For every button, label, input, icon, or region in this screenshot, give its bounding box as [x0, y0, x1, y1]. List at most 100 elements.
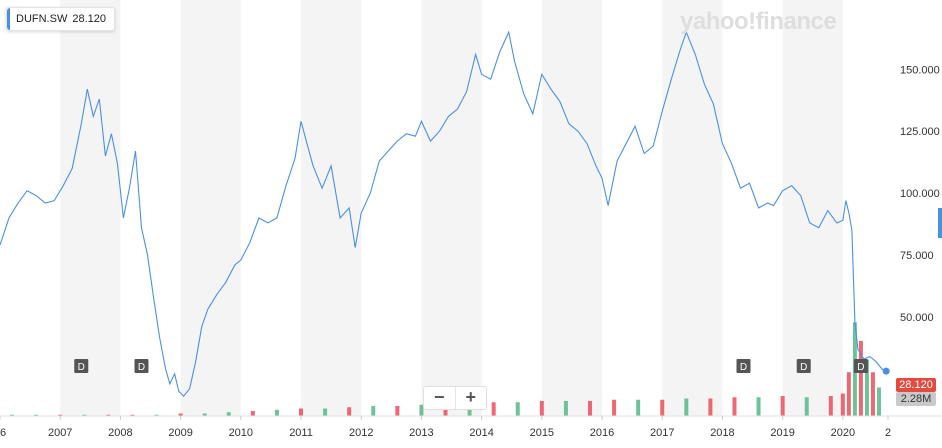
x-tick-label: 2012 — [349, 427, 373, 439]
x-tick-label: 2009 — [168, 427, 192, 439]
volume-bar — [870, 372, 875, 416]
volume-bar — [840, 393, 845, 416]
year-band — [782, 0, 843, 416]
dividend-marker: D — [134, 359, 149, 373]
legend-symbol: DUFN.SW — [16, 13, 68, 25]
price-line — [0, 30, 887, 398]
x-axis: 06 2007 2008 2009 2010 2011 2012 2013 2014 2015 20… — [0, 415, 942, 439]
volume-bar — [804, 397, 809, 416]
year-band — [662, 0, 723, 416]
last-price-badge: 28.120 — [896, 378, 936, 392]
year-band — [60, 0, 121, 416]
volume-bar — [178, 413, 183, 416]
volume-bar — [419, 404, 424, 416]
volume-bar — [756, 397, 761, 416]
volume-bar — [323, 408, 328, 416]
year-band — [301, 0, 362, 416]
dividend-marker: D — [74, 359, 89, 373]
volume-bar — [780, 396, 785, 416]
last-price-dot — [882, 367, 890, 375]
x-tick-label: 2015 — [530, 427, 554, 439]
volume-bar — [636, 399, 641, 416]
volume-bar — [154, 414, 159, 416]
dividend-marker: D — [796, 359, 811, 373]
volume-bar — [371, 406, 376, 416]
dividend-marker-label: D — [857, 362, 864, 373]
volume-bar — [106, 414, 111, 416]
dividend-marker-box — [74, 359, 89, 373]
legend-swatch — [7, 8, 10, 30]
dividend-marker-box — [134, 359, 149, 373]
dividend-marker-label: D — [78, 362, 85, 373]
volume-bar — [708, 398, 713, 416]
price-series — [0, 30, 890, 398]
x-tick-label: 2020 — [831, 427, 855, 439]
volume-bar — [515, 402, 520, 416]
volume-bar — [732, 397, 737, 416]
series-legend[interactable]: DUFN.SW 28.120 — [6, 7, 115, 31]
volume-bar — [539, 401, 544, 416]
x-tick-label: 2010 — [229, 427, 253, 439]
volume-bar — [82, 414, 87, 416]
x-tick-label: 2013 — [409, 427, 433, 439]
volume-bar — [347, 407, 352, 416]
dividend-marker-box — [853, 359, 868, 373]
volume-bar — [299, 408, 304, 416]
year-bands — [60, 0, 843, 416]
y-axis: 50.000 75.000 100.000 125.000 150.000 — [900, 64, 940, 324]
x-tick-label: 2016 — [590, 427, 614, 439]
volume-bar — [864, 359, 869, 416]
volume-bar — [226, 412, 231, 416]
volume-bar — [491, 402, 496, 416]
year-band — [180, 0, 241, 416]
yahoo-finance-watermark: yahoo!finance — [680, 8, 837, 35]
side-panel-handle[interactable] — [938, 208, 942, 238]
x-tick-label: 06 — [0, 427, 6, 439]
zoom-in-button[interactable]: + — [454, 387, 487, 409]
volume-bar — [612, 399, 617, 416]
x-tick-label: 2018 — [710, 427, 734, 439]
dividend-marker-label: D — [138, 362, 145, 373]
dividend-marker-label: D — [800, 362, 807, 373]
volume-bar — [587, 401, 592, 416]
volume-bar — [846, 372, 851, 416]
year-band — [541, 0, 603, 416]
dividend-marker: D — [853, 359, 868, 373]
dividend-marker-box — [796, 359, 811, 373]
year-band — [421, 0, 482, 416]
volume-bar — [684, 398, 689, 416]
last-volume-badge: 2.28M — [896, 392, 936, 406]
x-tick-label: 2017 — [650, 427, 674, 439]
y-tick-label: 125.000 — [900, 126, 940, 138]
x-tick-label: 2011 — [289, 427, 313, 439]
x-tick-label: 2008 — [108, 427, 132, 439]
legend-value: 28.120 — [72, 13, 106, 25]
x-tick-label: 2 — [885, 427, 891, 439]
dividend-marker: D — [736, 359, 751, 373]
y-tick-label: 75.000 — [900, 250, 934, 262]
dividend-marker-label: D — [740, 362, 747, 373]
dividend-marker-box — [736, 359, 751, 373]
volume-bar — [858, 341, 863, 416]
y-tick-label: 100.000 — [900, 188, 940, 200]
volume-bar — [202, 413, 207, 416]
volume-bar — [828, 396, 833, 416]
volume-bar — [274, 409, 279, 416]
volume-bar — [10, 414, 15, 416]
volume-bar — [34, 414, 39, 416]
zoom-out-button[interactable]: − — [433, 387, 445, 407]
volume-bar — [563, 401, 568, 416]
volume-bar — [395, 406, 400, 416]
volume-bar — [660, 399, 665, 416]
zoom-controls: − + — [423, 386, 487, 410]
volume-bar — [58, 414, 63, 416]
x-tick-label: 2019 — [770, 427, 794, 439]
x-tick-label: 2014 — [469, 427, 493, 439]
volume-bar — [130, 414, 135, 416]
y-tick-label: 150.000 — [900, 64, 940, 76]
x-tick-label: 2007 — [48, 427, 72, 439]
y-tick-label: 50.000 — [900, 312, 934, 324]
volume-bar — [250, 411, 255, 416]
